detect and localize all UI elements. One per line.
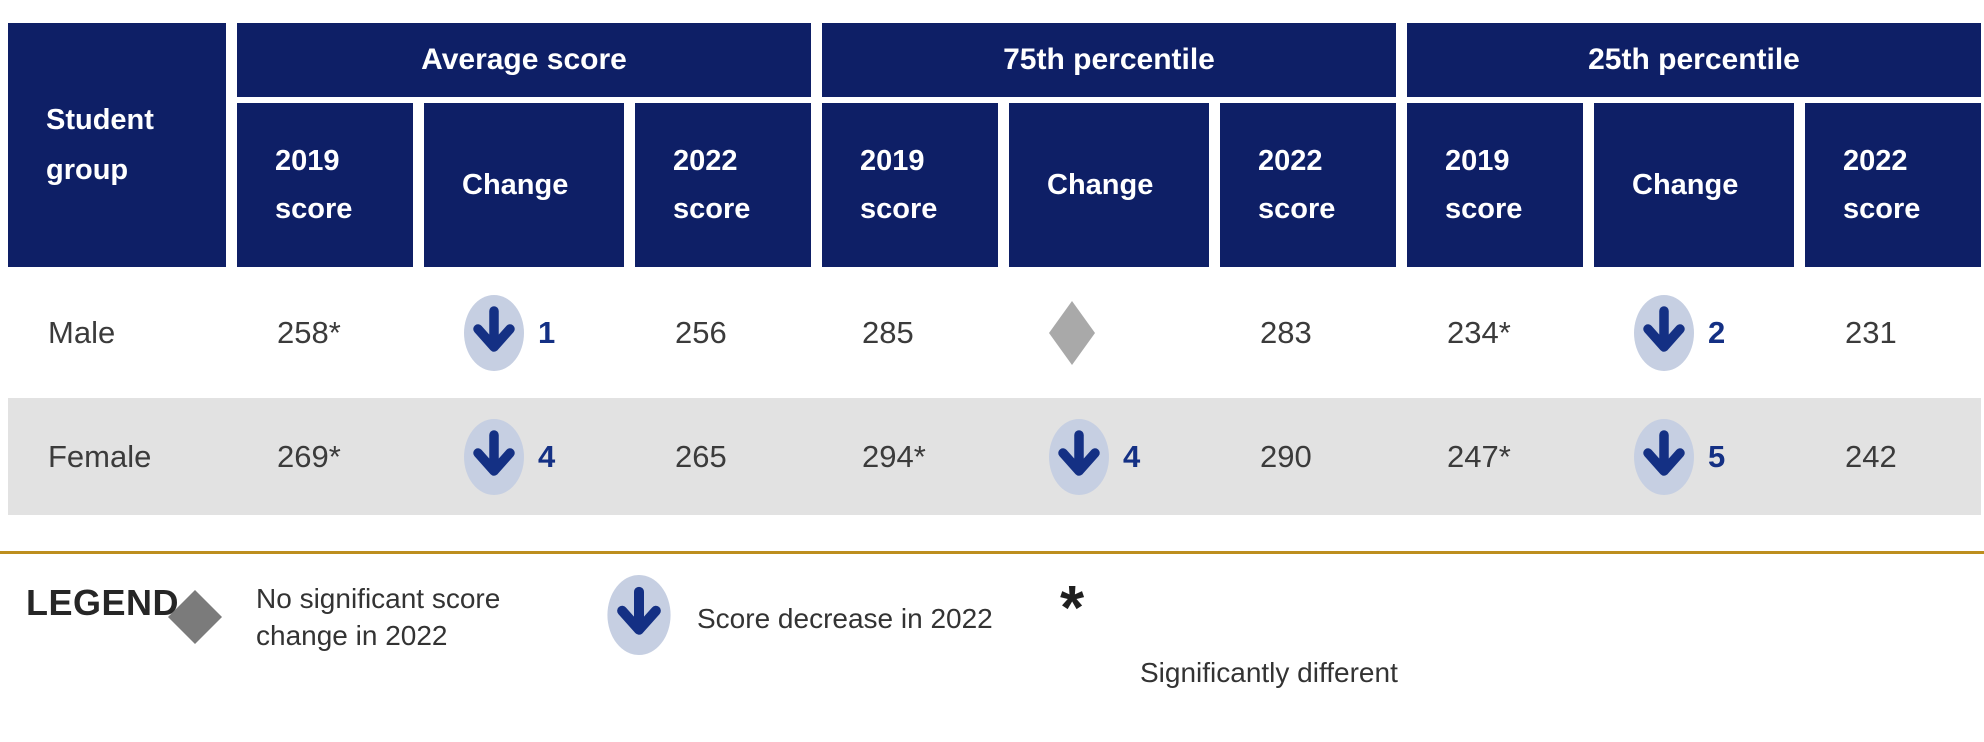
legend-divider (0, 551, 1984, 554)
score-decrease-icon (464, 418, 524, 495)
change-value: 5 (1708, 438, 1726, 474)
legend-title: LEGEND (26, 582, 180, 623)
cell-female-p25-2019: 247* (1447, 438, 1511, 474)
row-label-female: Female (48, 438, 152, 474)
change-value: 4 (538, 438, 556, 474)
subheader-p75-change: Change (1009, 103, 1209, 267)
legend-no-change-label: No significant score change in 2022 (256, 583, 501, 651)
no-change-diamond-icon (168, 590, 222, 644)
table-row-male: Male 258* 1 256 285 283 234* (8, 267, 1981, 398)
cell-male-p75-2022: 283 (1260, 314, 1312, 350)
cell-female-avg-change: 4 (424, 398, 624, 515)
table-header: Student group Average score 75th percent… (8, 23, 1981, 267)
cell-female-p75-2019: 294* (862, 438, 926, 474)
subheader-p75-2019-score: 2019 score (822, 103, 998, 267)
subheader-p25-2022-score: 2022 score (1805, 103, 1981, 267)
subheader-p25-change: Change (1594, 103, 1794, 267)
score-decrease-icon (464, 294, 524, 371)
score-table: Student group Average score 75th percent… (8, 23, 1981, 515)
legend-decrease-label: Score decrease in 2022 (697, 603, 993, 634)
row-label-male: Male (48, 314, 116, 350)
legend-significant-label: Significantly different (p < .05) from 2… (1140, 580, 1398, 742)
legend-significant-line1: Significantly different (1140, 657, 1398, 688)
cell-male-p25-2019: 234* (1447, 314, 1511, 350)
no-change-diamond-icon (1049, 300, 1095, 365)
cell-male-avg-2022: 256 (675, 314, 727, 350)
cell-male-avg-change: 1 (424, 267, 624, 398)
cell-female-avg-2019: 269* (277, 438, 341, 474)
student-group-header: Student group (8, 23, 226, 267)
legend: LEGEND No significant score change in 20… (0, 560, 1984, 700)
cell-male-p25-2022: 231 (1845, 314, 1897, 350)
cell-female-p25-change: 5 (1594, 398, 1794, 515)
score-decrease-icon (1634, 294, 1694, 371)
subheader-p75-2022-score: 2022 score (1220, 103, 1396, 267)
cell-female-avg-2022: 265 (675, 438, 727, 474)
table-row-female: Female 269* 4 265 294* 4 290 247* (8, 398, 1981, 515)
cell-male-p75-change (1009, 267, 1209, 398)
subheader-avg-change: Change (424, 103, 624, 267)
cell-female-p25-2022: 242 (1845, 438, 1897, 474)
score-decrease-icon (607, 575, 671, 655)
cell-female-p75-change: 4 (1009, 398, 1209, 515)
group-header-25th-percentile: 25th percentile (1407, 23, 1981, 97)
subheader-p25-2019-score: 2019 score (1407, 103, 1583, 267)
subheader-avg-2019-score: 2019 score (237, 103, 413, 267)
asterisk-icon: * (1060, 574, 1085, 643)
group-header-average-score: Average score (237, 23, 811, 97)
subheader-avg-2022-score: 2022 score (635, 103, 811, 267)
cell-male-p75-2019: 285 (862, 314, 914, 350)
score-decrease-icon (1049, 418, 1109, 495)
change-value: 1 (538, 314, 556, 350)
change-value: 2 (1708, 314, 1726, 350)
cell-male-avg-2019: 258* (277, 314, 341, 350)
change-value: 4 (1123, 438, 1141, 474)
group-header-75th-percentile: 75th percentile (822, 23, 1396, 97)
score-decrease-icon (1634, 418, 1694, 495)
cell-male-p25-change: 2 (1594, 267, 1794, 398)
cell-female-p75-2022: 290 (1260, 438, 1312, 474)
